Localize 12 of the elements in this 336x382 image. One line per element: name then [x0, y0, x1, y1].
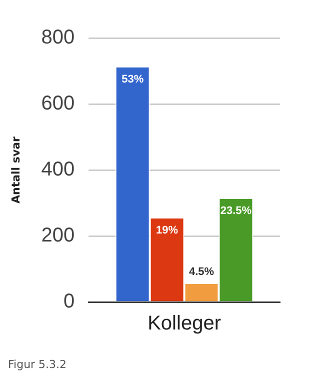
y-tick-label: 400 — [41, 158, 75, 181]
annotation: 19% — [156, 224, 178, 237]
x-tick-label: Kolleger — [148, 312, 222, 335]
y-tick-label: 200 — [41, 224, 75, 247]
text: Figur 5.3.2 — [8, 358, 67, 371]
annotation: 53% — [122, 73, 144, 86]
y-tick-label: 800 — [41, 26, 75, 49]
y-axis-title: Antall svar — [9, 136, 22, 204]
y-tick-label: 0 — [63, 290, 75, 313]
annotation: 4.5% — [188, 266, 214, 278]
y-tick-label: 600 — [41, 92, 75, 115]
annotation: 23.5% — [220, 205, 252, 218]
